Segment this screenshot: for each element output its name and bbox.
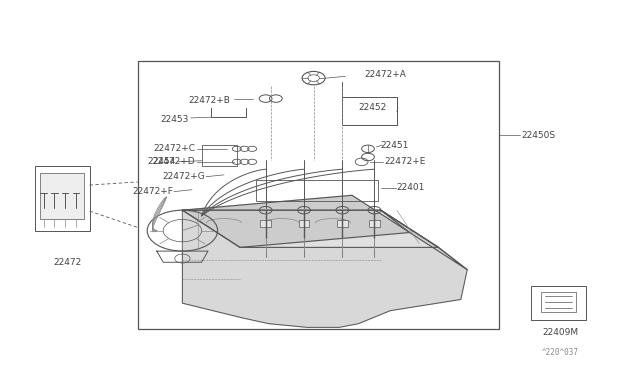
Bar — [299, 220, 309, 227]
Polygon shape — [381, 210, 467, 270]
Text: 22451: 22451 — [381, 141, 409, 150]
Bar — [531, 286, 586, 320]
Bar — [40, 173, 84, 219]
Bar — [202, 145, 237, 166]
Text: 22401: 22401 — [397, 183, 425, 192]
Text: 22472: 22472 — [53, 258, 81, 267]
Text: 22409M: 22409M — [542, 328, 578, 337]
Text: 22472+E: 22472+E — [384, 157, 426, 166]
Bar — [342, 97, 397, 125]
Bar — [138, 61, 499, 329]
Text: 22472+A: 22472+A — [365, 70, 406, 79]
Text: 22472+G: 22472+G — [162, 172, 205, 181]
Bar — [337, 220, 348, 227]
Polygon shape — [182, 210, 467, 327]
Text: 22454: 22454 — [148, 157, 176, 166]
Bar — [369, 220, 380, 227]
Bar — [260, 220, 271, 227]
Text: 22472+C: 22472+C — [153, 144, 195, 153]
Text: ^220^037: ^220^037 — [541, 348, 579, 357]
Bar — [541, 292, 576, 312]
Polygon shape — [182, 210, 438, 247]
Text: 22472+F: 22472+F — [132, 187, 173, 196]
Text: 22450S: 22450S — [522, 131, 556, 140]
Text: 22472+D: 22472+D — [152, 157, 195, 166]
Text: 22453: 22453 — [161, 115, 189, 124]
Bar — [35, 166, 90, 231]
Polygon shape — [182, 195, 410, 247]
Text: 22452: 22452 — [358, 103, 387, 112]
Bar — [256, 180, 378, 201]
Text: 22472+B: 22472+B — [189, 96, 230, 105]
